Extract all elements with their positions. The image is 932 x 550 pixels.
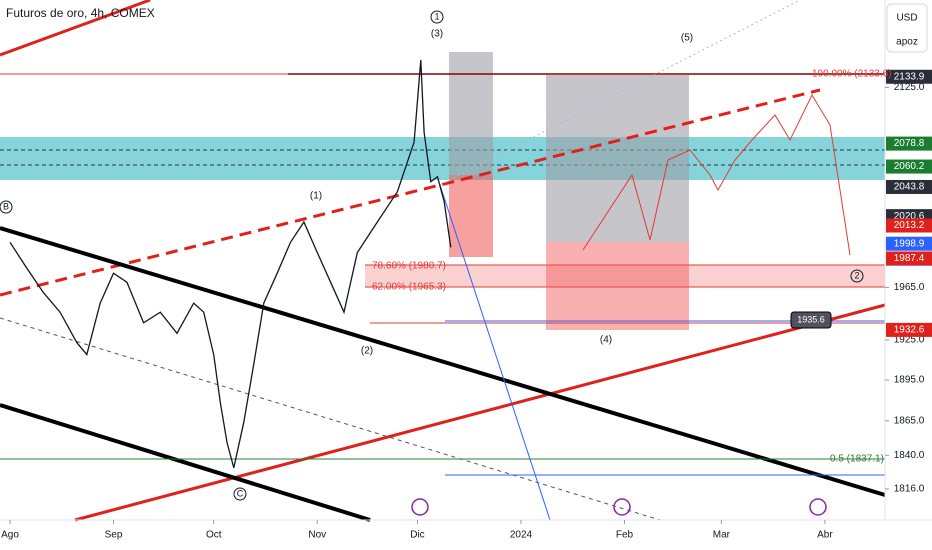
- x-tick-label: Mar: [713, 530, 731, 541]
- unit: apoz: [896, 37, 918, 48]
- position-box: [449, 175, 493, 257]
- channel-mid: [0, 317, 661, 521]
- price-line: [9, 59, 452, 468]
- chart-title: Futuros de oro, 4h, COMEX: [6, 6, 155, 20]
- price-label: 1932.6: [894, 325, 925, 336]
- price-label-box: [886, 251, 932, 266]
- price-label: 1998.9: [894, 238, 925, 249]
- price-label-box: [886, 218, 932, 233]
- event-icon[interactable]: [613, 498, 631, 516]
- price-label: 2078.8: [894, 138, 925, 149]
- annotation: (3): [431, 29, 443, 40]
- x-tick-label: Abr: [817, 530, 833, 541]
- y-tick-label: 1840.0: [894, 450, 925, 461]
- annotation: 62.00% (1965.3): [372, 282, 446, 293]
- y-tick-label: 1895.0: [894, 375, 925, 386]
- price-label: 1987.4: [894, 253, 925, 264]
- y-tick-label: 1816.0: [894, 484, 925, 495]
- annotation: 2: [854, 270, 859, 280]
- annotation: (4): [600, 335, 612, 346]
- wave-circle: [233, 487, 247, 501]
- y-tick-label: 2125.0: [894, 82, 925, 93]
- trend-line: [0, 0, 151, 57]
- channel-line: [0, 403, 371, 522]
- x-tick-label: Nov: [308, 530, 326, 541]
- channel-line: [0, 226, 886, 497]
- annotation: (5): [681, 33, 693, 44]
- price-label: 2013.2: [894, 220, 925, 231]
- wave-circle: [430, 10, 444, 24]
- x-tick-label: Feb: [616, 530, 634, 541]
- annotation: 100.00% (2133.6): [812, 69, 892, 80]
- price-label-box: [886, 179, 932, 194]
- trend-line: [439, 184, 551, 521]
- wave-circle: [0, 200, 13, 214]
- currency: USD: [896, 13, 917, 24]
- price-label: 2060.2: [894, 161, 925, 172]
- position-box: [546, 75, 689, 242]
- annotation: 78.60% (1980.7): [372, 261, 446, 272]
- price-label-box: [886, 236, 932, 251]
- trend-line: [0, 88, 821, 297]
- price-label-box: [886, 159, 932, 174]
- price-label-box: [886, 69, 932, 84]
- price-label-box: [886, 136, 932, 151]
- position-box: [546, 242, 689, 330]
- fib-zone: [365, 265, 885, 287]
- y-tick-label: 1865.0: [894, 415, 925, 426]
- x-tick-label: Oct: [206, 530, 222, 541]
- y-tick-label: 1965.0: [894, 282, 925, 293]
- x-tick-label: Ago: [1, 530, 19, 541]
- price-label: 2043.8: [894, 182, 925, 193]
- x-tick-label: Dic: [410, 530, 424, 541]
- price-label: 2133.9: [894, 71, 925, 82]
- annotation: C: [237, 488, 244, 498]
- y-tick-label: 1925.0: [894, 335, 925, 346]
- x-tick-label: Sep: [105, 530, 123, 541]
- annotation: 1935.6: [797, 314, 825, 324]
- zone: [0, 137, 885, 180]
- trend-line: [74, 303, 886, 522]
- annotation: B: [3, 201, 9, 211]
- price-note-box: [790, 311, 832, 329]
- position-box: [449, 52, 493, 175]
- drawings: [0, 0, 932, 522]
- wave-circle: [850, 269, 864, 283]
- annotation: 1: [434, 11, 439, 21]
- annotation: (1): [310, 191, 322, 202]
- event-icon[interactable]: [411, 498, 429, 516]
- projection: [582, 93, 851, 256]
- price-label-box: [886, 322, 932, 337]
- price-label: 2020.6: [894, 211, 925, 222]
- annotation: (2): [361, 346, 373, 357]
- x-tick-label: 2024: [510, 530, 533, 541]
- event-icon[interactable]: [809, 498, 827, 516]
- currency-button[interactable]: [886, 3, 928, 53]
- annotation: 0.5 (1837.1): [830, 454, 884, 465]
